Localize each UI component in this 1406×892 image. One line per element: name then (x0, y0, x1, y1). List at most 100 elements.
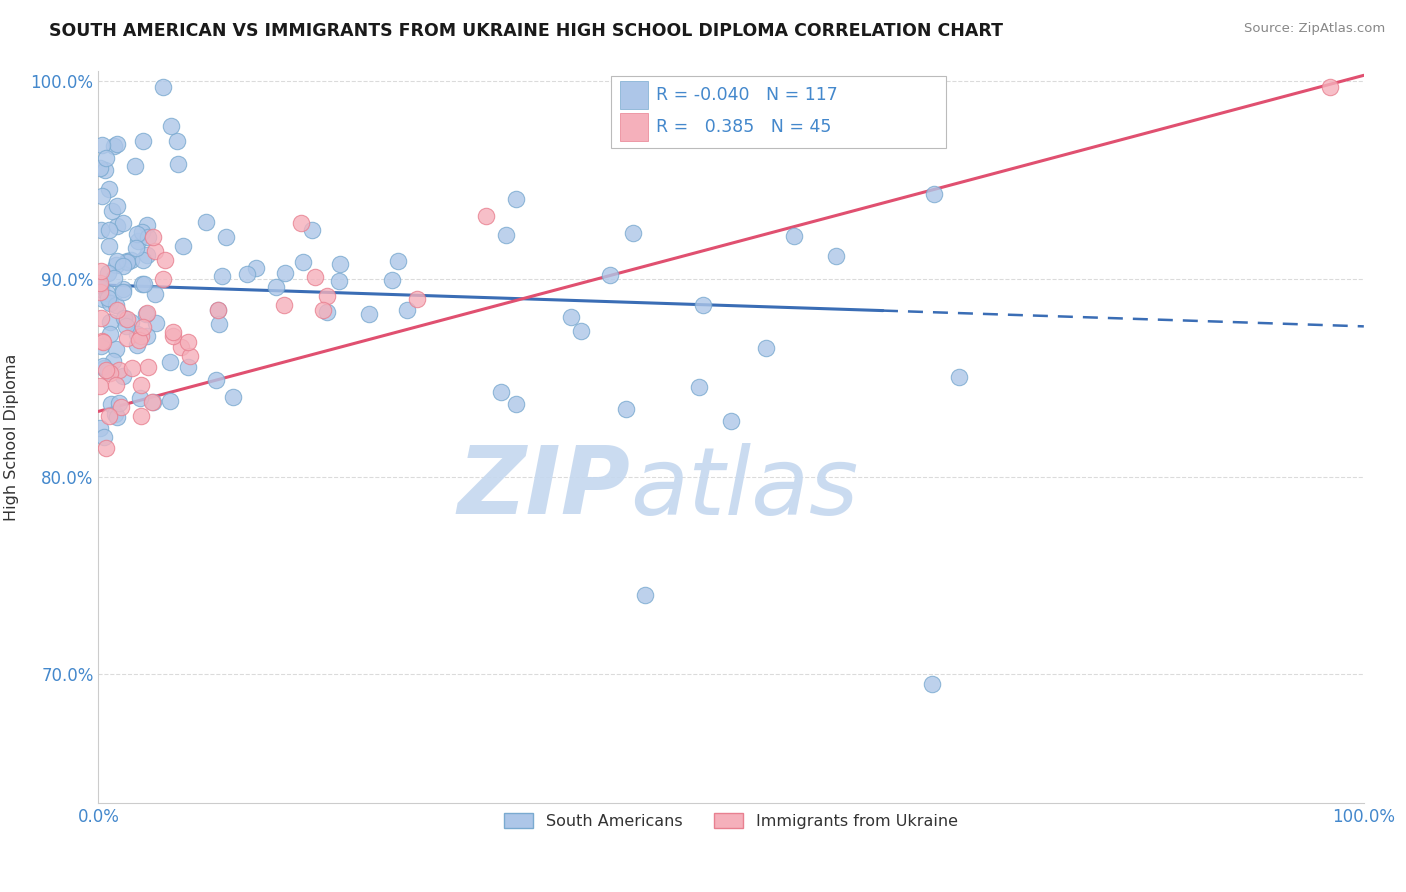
Point (110, 400, 132, 414)
Point (91, 334, 114, 348)
Point (101, 354, 124, 368)
Point (162, 326, 184, 340)
Point (90, 311, 112, 326)
Point (301, 223, 323, 237)
Point (91, 189, 114, 203)
Point (90, 339, 112, 353)
Point (159, 355, 181, 369)
Point (311, 303, 333, 318)
Point (633, 588, 655, 602)
Point (93, 430, 115, 444)
Point (172, 239, 194, 253)
Point (135, 329, 157, 343)
Point (125, 241, 148, 255)
Point (125, 327, 148, 342)
Point (141, 395, 163, 409)
Point (135, 248, 157, 262)
Point (177, 359, 200, 374)
Point (97, 409, 120, 423)
Point (495, 227, 517, 242)
Point (89, 285, 111, 299)
Point (103, 139, 125, 153)
Point (167, 157, 190, 171)
Point (107, 362, 129, 376)
Point (121, 360, 143, 375)
Point (105, 137, 128, 152)
Point (127, 234, 149, 248)
Point (136, 230, 159, 244)
Point (215, 229, 238, 244)
Point (98, 366, 121, 380)
Point (111, 285, 134, 299)
Point (94, 151, 117, 165)
Point (194, 215, 217, 229)
Point (101, 203, 124, 218)
Point (948, 369, 970, 384)
Point (824, 249, 846, 263)
Point (112, 259, 135, 273)
Point (136, 360, 159, 375)
Point (273, 266, 295, 280)
Point (153, 252, 176, 267)
Point (136, 218, 159, 232)
Point (387, 253, 409, 268)
Point (104, 407, 127, 421)
Point (211, 268, 233, 283)
Y-axis label: High School Diploma: High School Diploma (4, 353, 20, 521)
Point (170, 340, 193, 354)
Point (129, 329, 152, 343)
Point (505, 397, 527, 411)
Point (222, 390, 245, 404)
Point (143, 287, 166, 301)
Point (692, 298, 714, 312)
Point (98, 315, 121, 329)
Point (328, 274, 350, 288)
Point (131, 377, 153, 392)
Point (115, 318, 138, 333)
Point (921, 677, 943, 691)
Point (179, 349, 201, 363)
Point (688, 380, 710, 394)
Point (96, 285, 118, 300)
Point (381, 273, 404, 287)
Point (96, 362, 118, 376)
Point (143, 244, 166, 258)
Legend: South Americans, Immigrants from Ukraine: South Americans, Immigrants from Ukraine (498, 806, 965, 835)
Point (93, 360, 115, 375)
Point (474, 210, 496, 224)
Point (135, 307, 157, 321)
Point (91, 335, 114, 350)
Point (117, 255, 139, 269)
Point (273, 298, 295, 312)
Point (599, 268, 621, 282)
Point (89, 223, 111, 237)
Point (291, 255, 314, 269)
Point (104, 377, 127, 392)
Point (132, 253, 155, 268)
Point (127, 227, 149, 241)
Point (145, 316, 167, 330)
Point (97, 182, 120, 196)
Point (103, 270, 125, 285)
Point (329, 257, 352, 271)
Point (131, 225, 153, 239)
Point (162, 329, 184, 343)
Point (152, 272, 174, 286)
Point (134, 277, 156, 291)
Point (720, 414, 742, 428)
Point (160, 119, 183, 133)
Point (505, 192, 527, 206)
Point (90, 137, 112, 152)
Point (104, 298, 127, 312)
Point (304, 270, 326, 285)
Point (621, 226, 644, 240)
Point (97, 291, 120, 305)
Point (91, 359, 114, 373)
Point (120, 252, 142, 267)
Text: SOUTH AMERICAN VS IMMIGRANTS FROM UKRAINE HIGH SCHOOL DIPLOMA CORRELATION CHART: SOUTH AMERICAN VS IMMIGRANTS FROM UKRAIN… (49, 22, 1004, 40)
Point (105, 253, 128, 268)
Point (89, 421, 111, 435)
Text: R =   0.385   N = 45: R = 0.385 N = 45 (657, 118, 832, 136)
Point (107, 219, 129, 233)
Point (100, 397, 122, 411)
